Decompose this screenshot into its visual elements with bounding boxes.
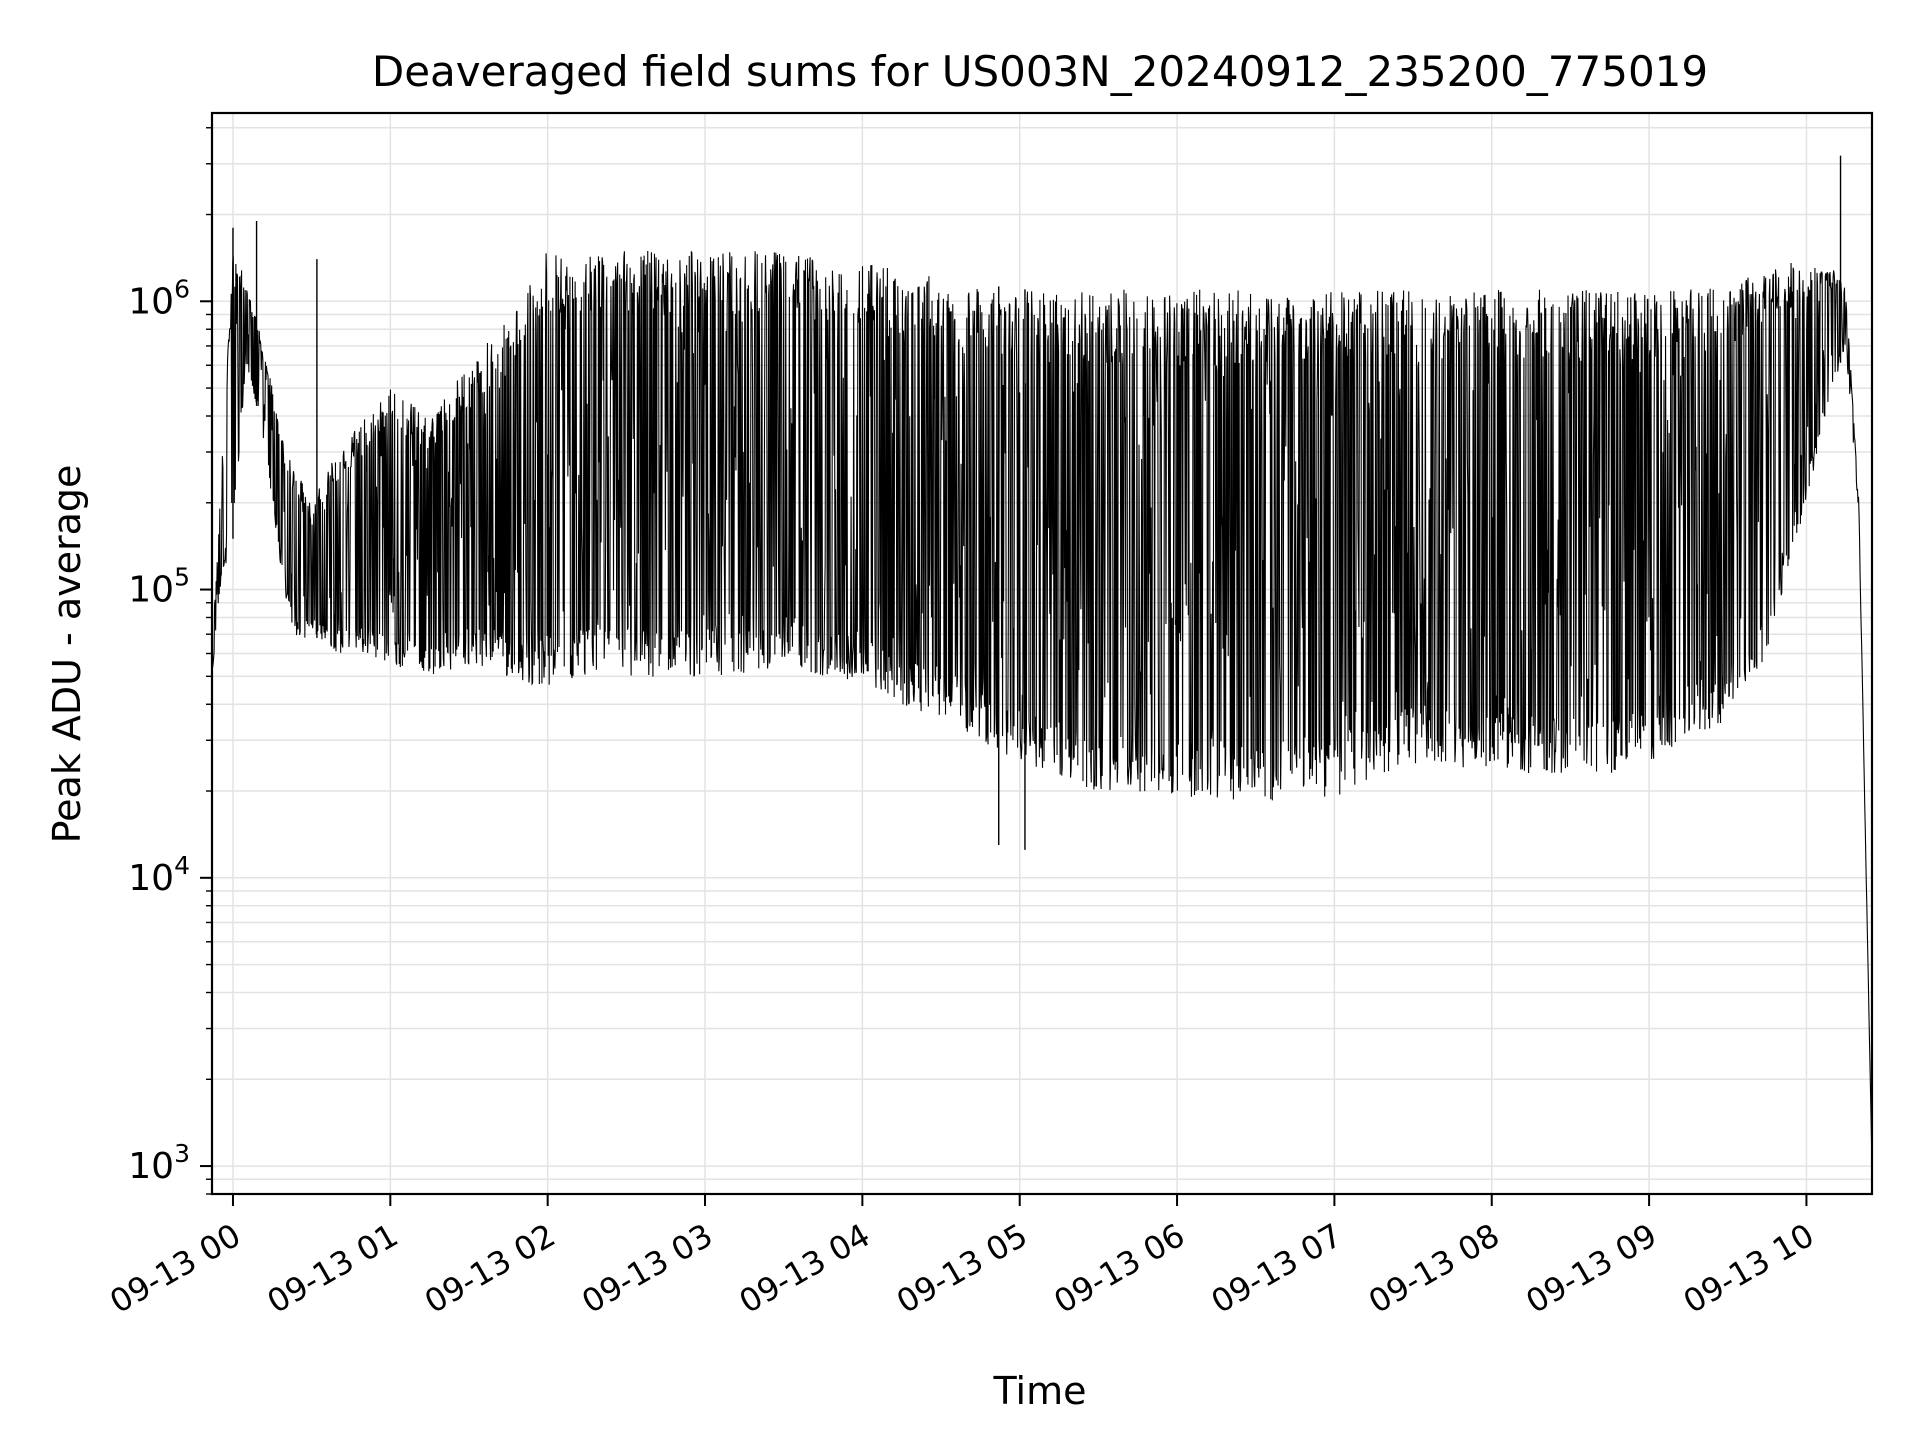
x-axis-label: Time [993, 1369, 1087, 1413]
y-tick-label: 106 [128, 274, 190, 322]
series-line [211, 250, 1873, 1167]
y-tick-exponent: 6 [174, 274, 190, 303]
y-tick-base: 10 [128, 858, 174, 899]
chart-title: Deaveraged field sums for US003N_2024091… [372, 47, 1708, 96]
y-tick-label: 103 [128, 1139, 190, 1187]
y-tick-base: 10 [128, 281, 174, 322]
x-tick-label: 09-13 10 [1677, 1216, 1821, 1321]
x-tick-label: 09-13 07 [1205, 1216, 1349, 1321]
y-tick-exponent: 4 [174, 851, 190, 880]
x-tick-label: 09-13 03 [575, 1216, 719, 1321]
y-tick-label: 104 [128, 851, 190, 899]
x-tick-label: 09-13 01 [261, 1216, 405, 1321]
x-tick-label: 09-13 00 [103, 1216, 247, 1321]
y-tick-base: 10 [128, 1146, 174, 1187]
grid [212, 113, 1872, 1195]
series-layer [211, 155, 1873, 1167]
x-tick-label: 09-13 05 [890, 1216, 1034, 1321]
x-axis: 09-13 00 09-13 01 09-13 02 09-13 03 09-13 04… [103, 1194, 1820, 1321]
x-tick-label: 09-13 09 [1519, 1216, 1663, 1321]
y-tick-label: 105 [128, 563, 190, 611]
y-tick-base: 10 [128, 570, 174, 611]
x-tick-label: 09-13 04 [733, 1216, 877, 1321]
y-axis-label: Peak ADU - average [45, 465, 89, 844]
x-tick-label: 09-13 08 [1362, 1216, 1506, 1321]
y-tick-exponent: 3 [174, 1139, 190, 1168]
y-tick-exponent: 5 [174, 563, 190, 592]
x-tick-label: 09-13 06 [1047, 1216, 1191, 1321]
x-tick-label: 09-13 02 [418, 1216, 562, 1321]
